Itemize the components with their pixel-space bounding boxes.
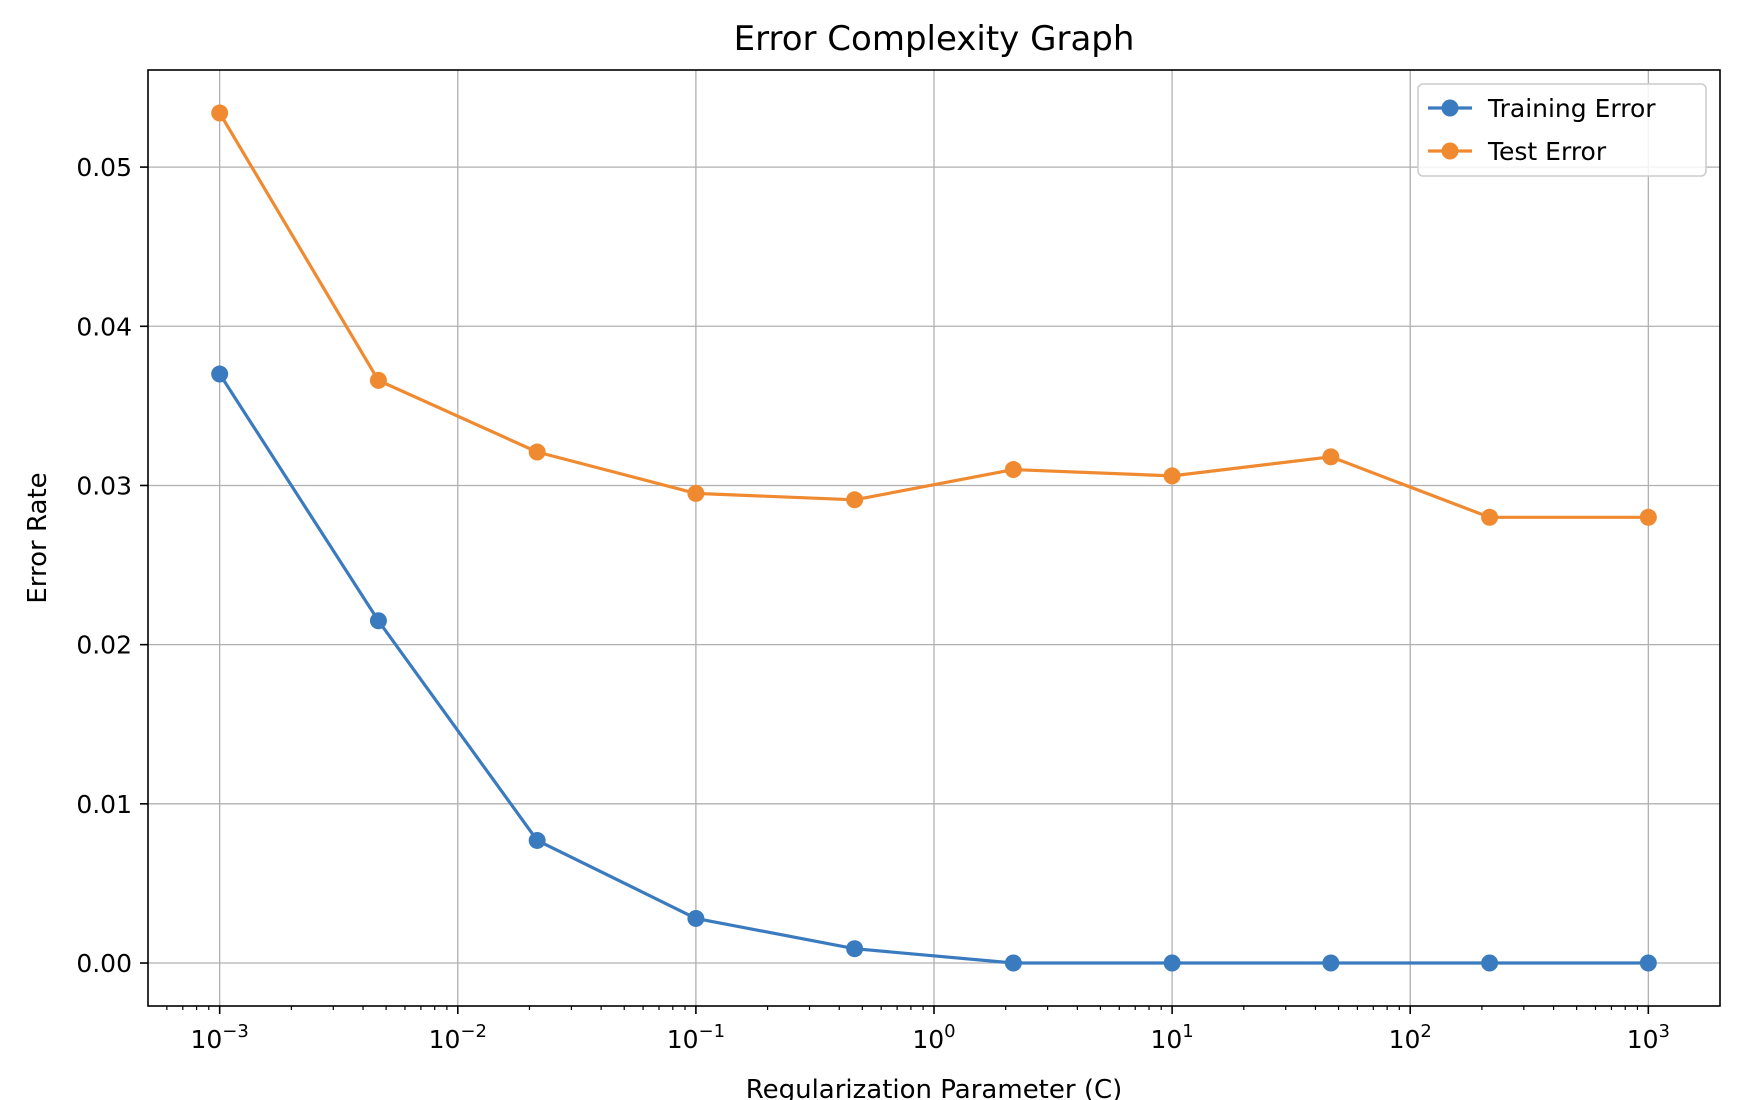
legend-marker	[1441, 142, 1459, 160]
x-tick-label-exponent: −2	[460, 1021, 487, 1042]
data-point-training-error	[1481, 954, 1499, 972]
data-point-test-error	[369, 371, 387, 389]
data-point-training-error	[528, 831, 546, 849]
x-tick-label-exponent: 3	[1659, 1021, 1670, 1042]
x-axis-label: Regularization Parameter (C)	[746, 1075, 1123, 1100]
data-point-training-error	[1163, 954, 1181, 972]
data-point-training-error	[211, 365, 229, 383]
x-tick-label-base: 10	[912, 1025, 944, 1054]
x-tick-label-exponent: 1	[1182, 1021, 1193, 1042]
x-tick-label-exponent: −3	[222, 1021, 249, 1042]
y-axis-label: Error Rate	[23, 472, 53, 603]
series-line-training-error	[218, 373, 1649, 965]
data-point-test-error	[211, 104, 229, 122]
data-point-test-error	[846, 491, 864, 509]
data-point-training-error	[1639, 954, 1657, 972]
data-point-training-error	[846, 940, 864, 958]
x-tick-label-base: 10	[1389, 1025, 1421, 1054]
y-tick-label: 0.03	[76, 471, 132, 500]
y-tick-label: 0.00	[76, 949, 132, 978]
series-line-test-error	[218, 112, 1649, 519]
x-tick-label: 102	[1389, 1021, 1432, 1054]
x-tick-label-base: 10	[667, 1025, 699, 1054]
data-point-test-error	[1004, 461, 1022, 479]
y-tick-label: 0.04	[76, 312, 132, 341]
data-point-test-error	[1163, 467, 1181, 485]
x-tick-label: 10−2	[429, 1021, 487, 1054]
legend-box	[1417, 83, 1707, 177]
legend-marker	[1441, 99, 1459, 117]
data-point-test-error	[1322, 448, 1340, 466]
data-point-test-error	[528, 443, 546, 461]
data-point-test-error	[687, 484, 705, 502]
legend-label: Training Error	[1487, 94, 1656, 123]
x-tick-label-base: 10	[1150, 1025, 1182, 1054]
x-tick-label-exponent: −1	[699, 1021, 726, 1042]
x-tick-label-base: 10	[1627, 1025, 1659, 1054]
data-point-training-error	[1322, 954, 1340, 972]
data-point-test-error	[1639, 508, 1657, 526]
x-tick-label: 101	[1150, 1021, 1193, 1054]
axis-ticks: 10−3 10−2 10−1 100 101 102 1030.000.010.020.03…	[76, 153, 1670, 1054]
x-tick-label: 10−1	[667, 1021, 725, 1054]
legend: Training Error Test Error	[1417, 83, 1707, 177]
x-tick-label: 100	[912, 1021, 955, 1054]
data-point-test-error	[1481, 508, 1499, 526]
chart-title: Error Complexity Graph	[734, 19, 1135, 59]
y-tick-label: 0.05	[76, 153, 132, 182]
legend-label: Test Error	[1487, 137, 1607, 166]
x-tick-label-exponent: 0	[944, 1021, 955, 1042]
x-tick-label-exponent: 2	[1420, 1021, 1431, 1042]
data-point-training-error	[687, 909, 705, 927]
x-tick-label-base: 10	[190, 1025, 222, 1054]
x-tick-label: 103	[1627, 1021, 1670, 1054]
x-tick-label-base: 10	[429, 1025, 461, 1054]
data-point-training-error	[369, 612, 387, 630]
x-tick-label: 10−3	[190, 1021, 248, 1054]
data-point-training-error	[1004, 954, 1022, 972]
series-layer	[211, 104, 1657, 972]
y-tick-label: 0.01	[76, 790, 132, 819]
y-tick-label: 0.02	[76, 631, 132, 660]
